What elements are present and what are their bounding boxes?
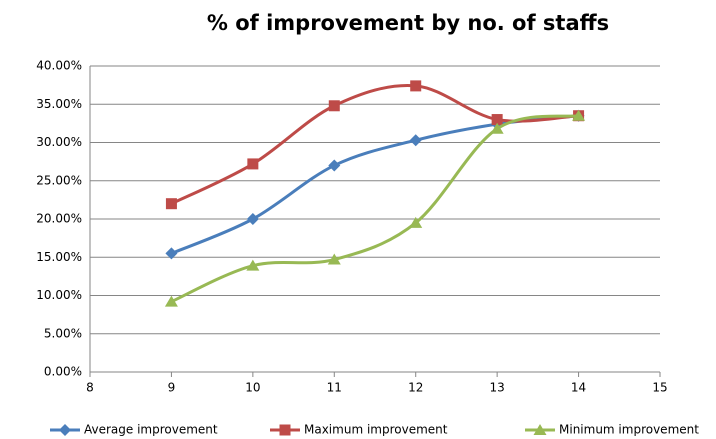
y-tick-label: 5.00% [44, 326, 82, 340]
data-point [572, 109, 586, 121]
series-line [170, 84, 579, 206]
legend-label: Maximum improvement [304, 423, 448, 437]
y-tick-label: 15.00% [36, 250, 82, 264]
data-point [246, 259, 260, 271]
series-line [170, 114, 579, 255]
data-point [328, 100, 340, 112]
x-tick-label: 8 [86, 381, 94, 395]
x-tick-label: 14 [571, 381, 586, 395]
y-tick-label: 25.00% [36, 173, 82, 187]
x-tick-label: 11 [327, 381, 342, 395]
x-tick-label: 9 [168, 381, 176, 395]
y-tick-label: 40.00% [36, 59, 82, 73]
chart-title: % of improvement by no. of staffs [207, 11, 609, 35]
data-point [409, 216, 423, 228]
x-tick-label: 10 [245, 381, 260, 395]
data-point [328, 159, 341, 172]
y-tick-label: 10.00% [36, 288, 82, 302]
x-tick-label: 12 [408, 381, 423, 395]
data-point [491, 114, 503, 126]
y-tick-label: 35.00% [36, 97, 82, 111]
x-tick-label: 13 [490, 381, 505, 395]
data-point [164, 295, 178, 307]
data-point [165, 247, 178, 260]
legend-marker [279, 424, 291, 436]
x-tick-label: 15 [652, 381, 667, 395]
data-point [410, 80, 422, 92]
legend-marker [533, 424, 547, 435]
data-point [165, 198, 177, 210]
y-tick-label: 30.00% [36, 135, 82, 149]
data-point [246, 213, 259, 225]
series-line [170, 114, 579, 303]
data-point [409, 134, 422, 147]
legend-marker [59, 424, 71, 436]
legend-label: Average improvement [84, 423, 218, 437]
data-point [490, 122, 504, 134]
y-tick-label: 20.00% [36, 212, 82, 226]
y-tick-label: 0.00% [44, 365, 82, 379]
data-point [247, 158, 259, 170]
legend-label: Minimum improvement [559, 423, 699, 437]
data-point [327, 253, 341, 265]
